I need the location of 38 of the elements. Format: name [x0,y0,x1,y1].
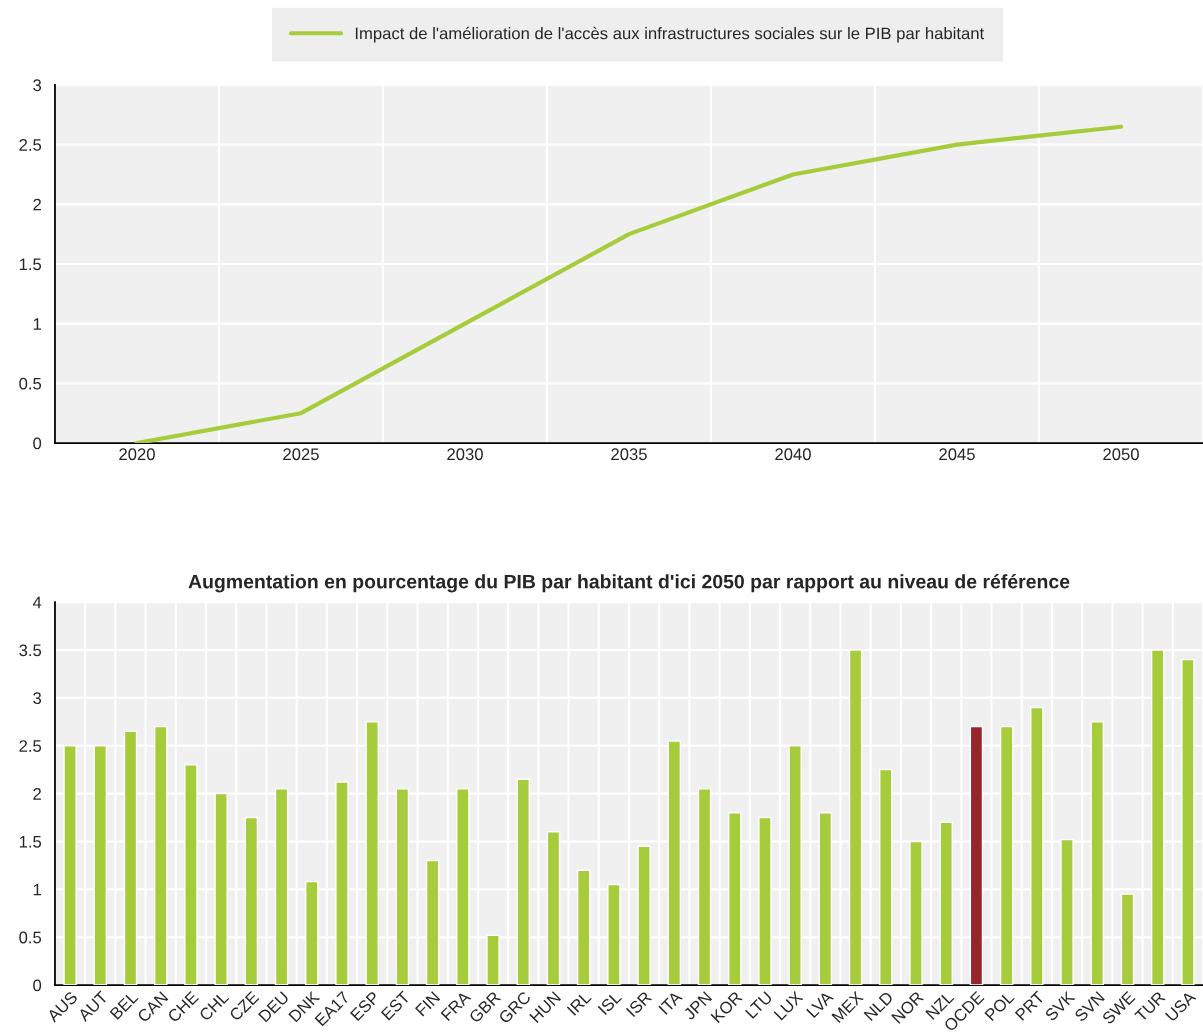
x-tick-label: FRA [440,990,472,1022]
x-tick-label: 2020 [119,448,155,461]
y-tick-label: 2.5 [19,139,42,151]
y-tick-label: 1.5 [19,836,42,848]
y-tick-label: 1.5 [19,258,42,271]
y-tick-label: 3 [33,692,42,705]
x-tick-label: IRL [566,990,592,1016]
y-tick-label: 3 [33,79,42,92]
x-tick-label: 2025 [283,448,319,461]
x-tick-label: USA [1164,990,1197,1022]
x-tick-label: 2045 [939,448,975,461]
y-tick-label: 0 [33,437,42,450]
y-tick-label: 0 [33,979,42,992]
x-tick-label: ITA [658,990,683,1015]
y-tick-label: 3.5 [19,644,42,657]
legend-label: Impact de l'amélioration de l'accès aux infrastructures sociales sur le PIB par habitant [355,26,985,43]
y-tick-label: 2.5 [19,740,42,752]
x-tick-label: TUR [1134,990,1166,1023]
y-tick-label: 2 [33,198,41,211]
chart-title: Augmentation en pourcentage du PIB par habitant d'ici 2050 par rapport au niveau de référence [188,574,1070,593]
x-tick-label: 2040 [775,448,811,461]
line-series [134,124,1124,444]
x-tick-label: 2035 [611,448,647,461]
y-tick-label: 1 [33,883,41,896]
y-tick-label: 0.5 [19,377,42,390]
x-tick-label: LTU [744,991,773,1019]
x-tick-label: CHL [198,990,230,1022]
x-tick-label: ISL [597,990,623,1016]
x-tick-label: BEL [109,990,139,1020]
y-tick-label: 2 [33,788,41,800]
x-tick-label: FIN [415,991,441,1017]
x-tick-label: 2030 [447,448,483,461]
y-tick-label: 1 [33,318,41,330]
x-tick-label: ISR [625,990,653,1018]
y-tick-label: 0.5 [19,931,42,944]
x-tick-label: 2050 [1103,448,1139,461]
y-tick-label: 4 [32,596,42,609]
x-tick-label: POL [984,990,1015,1022]
